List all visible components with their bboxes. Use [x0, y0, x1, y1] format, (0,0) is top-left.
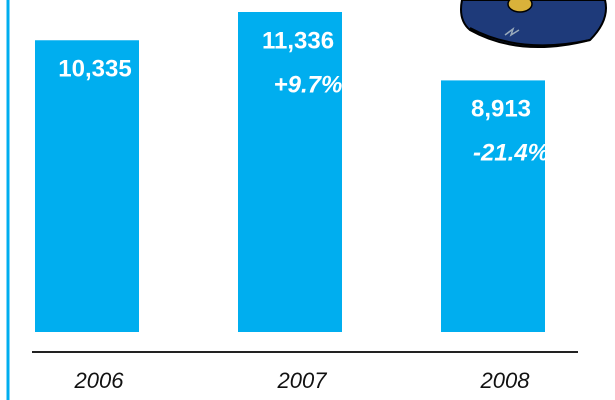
change-label: +9.7% [274, 71, 343, 98]
value-label: 10,335 [58, 56, 131, 83]
police-hat-icon [460, 0, 607, 49]
x-tick-label: 2006 [74, 368, 125, 393]
change-label: -21.4% [473, 140, 549, 167]
x-tick-label: 2008 [480, 368, 531, 393]
bar [238, 12, 342, 332]
x-tick-label: 2007 [277, 368, 328, 393]
bar [35, 40, 139, 332]
value-label: 8,913 [471, 96, 531, 123]
value-label: 11,336 [262, 27, 334, 54]
bar [441, 80, 545, 332]
